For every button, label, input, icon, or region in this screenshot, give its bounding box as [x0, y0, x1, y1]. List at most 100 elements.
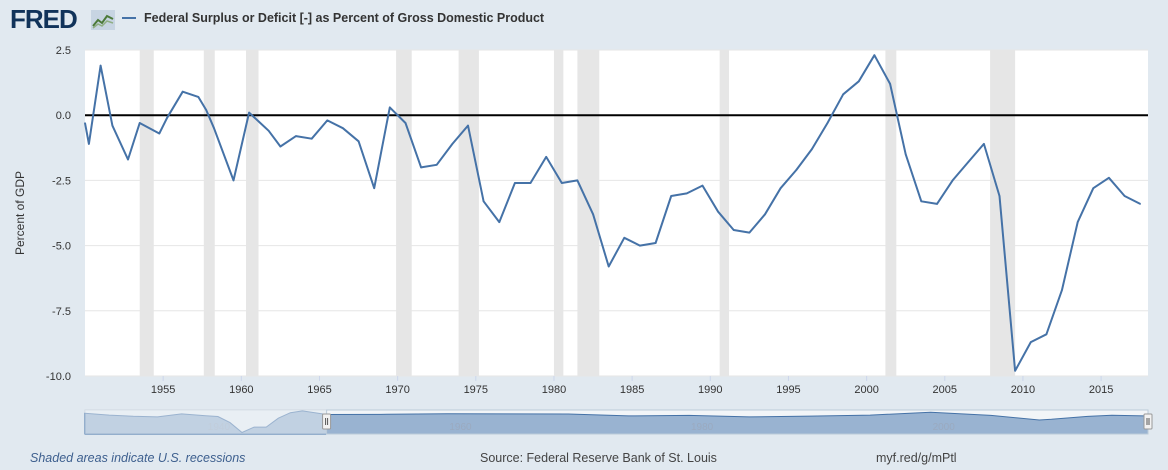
data-point — [1045, 333, 1048, 336]
x-tick-label: 2000 — [854, 384, 878, 396]
navigator-year-label: 1980 — [691, 422, 714, 433]
data-point — [561, 182, 563, 184]
data-point — [373, 187, 376, 189]
y-axis-label: Percent of GDP — [13, 171, 27, 255]
legend-label: Federal Surplus or Deficit [-] as Percen… — [144, 11, 545, 25]
navigator-right-handle[interactable] — [1143, 413, 1153, 430]
y-axis-ticks: 2.5 0.0 -2.5 -5.0 -7.5 -10.0 — [46, 45, 71, 383]
data-point — [592, 213, 594, 216]
x-tick-label: 1955 — [151, 384, 175, 396]
data-point — [1092, 187, 1095, 189]
x-tick-label: 2005 — [933, 384, 957, 396]
data-point — [795, 169, 798, 171]
legend[interactable]: Federal Surplus or Deficit [-] as Percen… — [122, 11, 544, 25]
data-point — [88, 143, 90, 145]
line-chart-icon — [91, 10, 115, 30]
range-navigator: 1940196019802000 — [84, 409, 1153, 435]
data-point — [1076, 221, 1079, 223]
y-tick-label: 0.0 — [56, 110, 71, 122]
x-tick-label: 1960 — [229, 384, 253, 396]
y-tick-label: -7.5 — [52, 306, 71, 318]
y-tick-label: -5.0 — [52, 241, 71, 253]
data-point — [451, 143, 454, 145]
data-point — [779, 187, 782, 189]
data-point — [138, 122, 141, 124]
recession-band — [396, 50, 412, 376]
data-point — [1030, 341, 1032, 343]
data-point — [248, 111, 250, 114]
data-point — [842, 93, 844, 96]
recession-band — [885, 50, 897, 376]
gridlines — [85, 49, 1148, 377]
recession-band — [203, 50, 215, 376]
data-point — [826, 122, 829, 124]
data-point — [967, 161, 969, 163]
series-lines — [84, 54, 1141, 372]
x-tick-label: 1975 — [464, 384, 488, 396]
data-point — [1061, 289, 1063, 291]
data-point — [858, 80, 860, 83]
recession-band — [719, 50, 730, 376]
data-point — [467, 124, 469, 127]
data-point — [498, 221, 501, 223]
x-tick-label: 1995 — [776, 384, 800, 396]
x-tick-label: 1985 — [620, 384, 644, 396]
data-point — [482, 200, 485, 203]
x-tick-label: 1980 — [542, 384, 566, 396]
data-point — [181, 90, 184, 93]
recession-band — [553, 50, 564, 376]
x-axis-ticks: 1955 1960 1965 1970 1975 1980 1985 1990 1995 2000… — [151, 376, 1113, 396]
data-point — [545, 156, 547, 158]
x-tick-label: 1970 — [385, 384, 409, 396]
y-tick-label: -10.0 — [46, 371, 71, 383]
data-point — [701, 184, 704, 187]
data-point — [310, 137, 313, 140]
data-point — [295, 135, 297, 137]
chart-header: FRED Federal Surplus or Deficit [-] as P… — [0, 0, 1168, 40]
navigator-year-label: 1960 — [449, 422, 472, 433]
data-point — [936, 203, 938, 205]
navigator-left-handle[interactable] — [322, 413, 332, 430]
x-tick-label: 2010 — [1011, 384, 1035, 396]
data-point — [670, 195, 672, 197]
source-text: Source: Federal Reserve Bank of St. Loui… — [480, 451, 717, 465]
data-point — [279, 145, 282, 148]
data-point — [1108, 177, 1110, 179]
data-point — [127, 158, 129, 161]
data-point — [951, 179, 954, 182]
data-point — [213, 127, 215, 129]
data-point — [904, 153, 907, 156]
data-point — [607, 265, 610, 268]
fred-logo[interactable]: FRED — [10, 4, 78, 34]
recession-bands — [139, 50, 1016, 376]
plot-background-rect — [85, 50, 1148, 376]
chart-area[interactable]: 2.5 0.0 -2.5 -5.0 -7.5 -10.0 1955 1960 1965 1970… — [0, 38, 1168, 438]
data-point — [639, 244, 641, 247]
data-point — [326, 119, 329, 122]
data-point — [435, 164, 438, 166]
recession-band — [577, 50, 600, 376]
drag-handle-icon — [1143, 413, 1153, 430]
data-point — [1139, 203, 1141, 205]
x-tick-label: 2015 — [1089, 384, 1113, 396]
data-point — [686, 192, 688, 195]
data-point — [1123, 195, 1126, 197]
data-point — [811, 148, 813, 150]
short-link[interactable]: myf.red/g/mPtl — [876, 451, 957, 465]
data-point — [158, 132, 161, 135]
y-tick-label: 2.5 — [56, 45, 71, 57]
y-axis-label-group: Percent of GDP — [13, 171, 27, 255]
x-tick-label: 1990 — [698, 384, 722, 396]
plot-background — [85, 50, 1148, 376]
data-point — [342, 127, 344, 129]
data-point — [404, 122, 407, 124]
navigator-mask — [85, 410, 327, 434]
navigator-year-label: 2000 — [933, 422, 956, 433]
data-point — [84, 122, 86, 124]
recession-band — [246, 50, 259, 376]
data-point — [357, 140, 360, 143]
data-point — [764, 213, 766, 216]
data-point — [197, 96, 200, 98]
data-point — [732, 229, 735, 231]
drag-handle-icon — [322, 413, 332, 430]
